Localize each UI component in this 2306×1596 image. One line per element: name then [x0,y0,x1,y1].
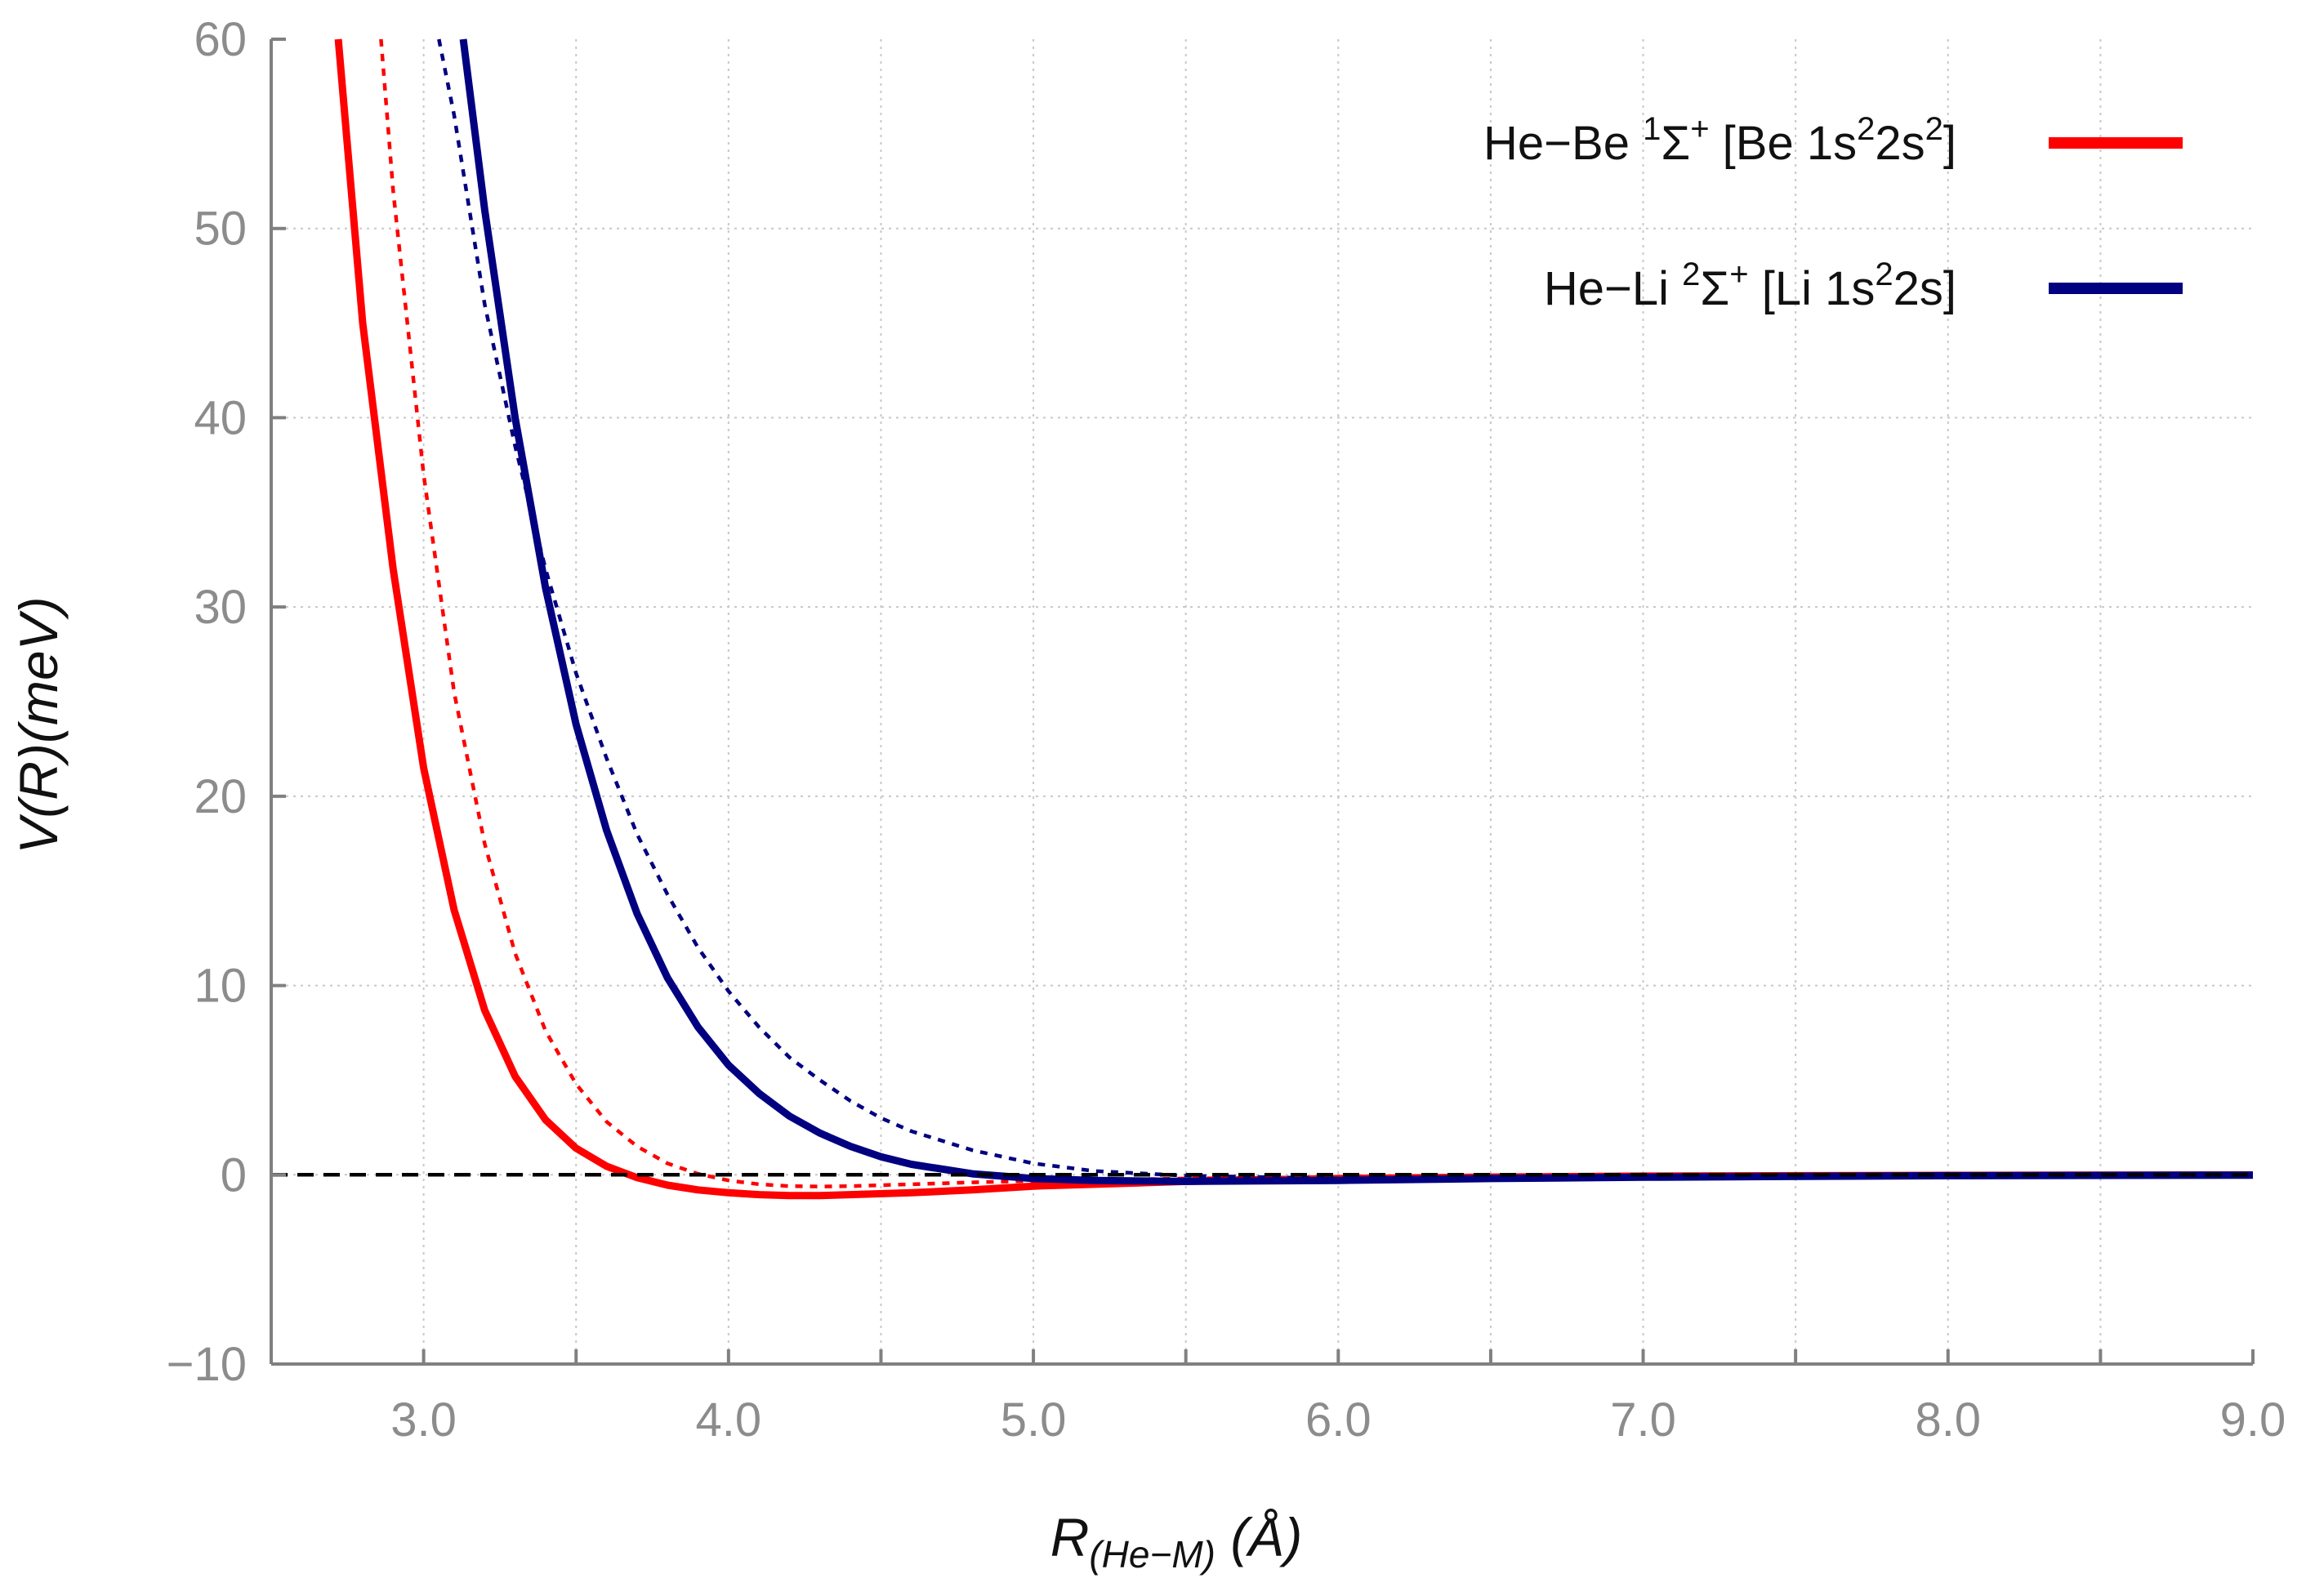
y-tick-label: 30 [194,581,247,634]
x-axis-label-main: R [1050,1507,1090,1567]
series-line-1 [334,38,2254,1200]
series-line-4 [437,38,2254,1181]
grid [271,39,2253,1364]
x-tick-label: 3.0 [390,1393,457,1447]
x-tick-label: 5.0 [1001,1393,1067,1447]
y-axis-label: V(R)(meV) [8,596,69,854]
series-group [271,38,2254,1200]
tick-labels: 3.0 4.0 5.0 6.0 7.0 8.0 9.0 −10 0 10 20 30 40 50 60 [167,13,2286,1447]
y-tick-label: 10 [194,960,247,1013]
x-axis-label: R(He−M) (Å) [1050,1507,1303,1576]
y-tick-label: 50 [194,203,247,256]
x-tick-label: 6.0 [1305,1393,1372,1447]
series-line-2 [379,38,2254,1188]
y-tick-label: 20 [194,770,247,823]
y-tick-label: −10 [167,1338,247,1391]
legend-label-2: He−Li 2Σ+ [Li 1s22s] [1544,256,1956,315]
x-tick-label: 8.0 [1915,1393,1981,1447]
x-tick-label: 9.0 [2220,1393,2286,1447]
y-tick-label: 60 [194,13,247,66]
legend-label-1: He−Be 1Σ+ [Be 1s22s2] [1483,111,1956,170]
x-tick-label: 4.0 [696,1393,762,1447]
axes [270,38,2255,1366]
series-line-3 [459,38,2254,1185]
x-axis-label-unit: (Å) [1215,1507,1302,1567]
y-tick-label: 0 [221,1148,247,1201]
y-tick-label: 40 [194,391,247,444]
x-tick-label: 7.0 [1610,1393,1676,1447]
x-axis-label-subscript: (He−M) [1089,1533,1215,1576]
legend: He−Be 1Σ+ [Be 1s22s2] He−Li 2Σ+ [Li 1s22s… [1483,111,2183,315]
